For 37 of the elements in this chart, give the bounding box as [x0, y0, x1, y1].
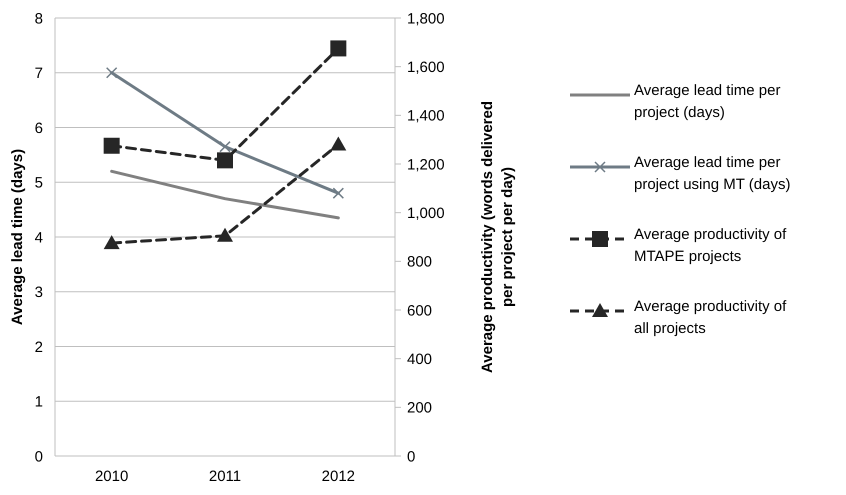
y2-tick-label: 0	[407, 448, 416, 466]
point	[104, 235, 120, 250]
y2-tick-label: 1,400	[407, 108, 445, 125]
point	[330, 136, 346, 151]
point	[106, 67, 118, 78]
legend-label: Average lead time per project (days)	[634, 82, 780, 121]
y-tick-label: 8	[34, 10, 43, 28]
y2-tick-label: 800	[407, 254, 432, 271]
y-tick-label: 6	[34, 120, 43, 137]
y2-tick-label: 600	[407, 302, 432, 320]
legend-label: Average lead time per project using MT (days)	[634, 154, 790, 193]
point	[104, 138, 120, 154]
y-tick-label: 3	[34, 284, 43, 301]
point	[217, 228, 233, 242]
y2-tick-label: 400	[407, 350, 432, 368]
y2-tick-label: 1,600	[407, 58, 445, 76]
legend-label: Average productivity of all projects	[634, 298, 788, 337]
y-tick-label: 2	[34, 338, 43, 356]
y2-tick-label: 200	[407, 400, 432, 417]
point	[330, 40, 346, 56]
y-tick-label: 5	[34, 174, 43, 192]
y2-tick-label: 1,000	[407, 204, 445, 222]
y2-tick-label: 1,200	[407, 156, 445, 174]
point	[332, 187, 344, 199]
point	[217, 152, 233, 168]
y-tick-label: 7	[34, 65, 43, 82]
point	[219, 140, 231, 152]
y-tick-label: 0	[34, 448, 43, 466]
x-tick-label: 2012	[322, 468, 356, 485]
x-tick-label: 2010	[94, 468, 128, 485]
y2-axis-title: Average productivity (words delivered per project per day)	[479, 100, 516, 374]
y-tick-label: 4	[34, 229, 43, 246]
legend-label: Average productivity of MTAPE projects	[634, 226, 788, 265]
y2-tick-label: 1,800	[407, 10, 445, 28]
y-axis-title: Average lead time (days)	[9, 148, 26, 326]
y-tick-label: 1	[34, 394, 43, 410]
x-tick-label: 2011	[208, 468, 242, 485]
